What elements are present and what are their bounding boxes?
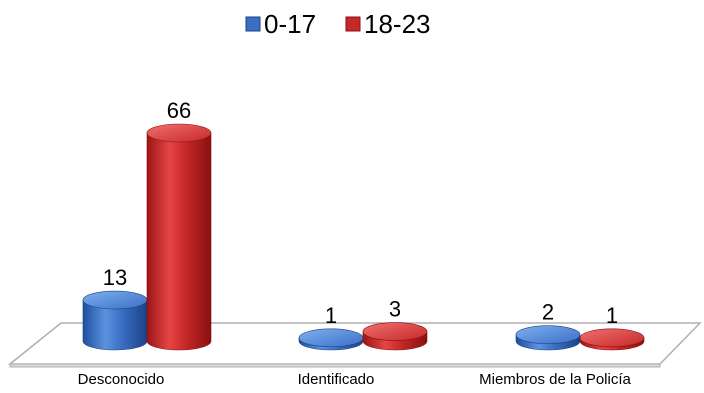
data-label-1-1: 13 [103, 265, 127, 290]
bar-2-2 [362, 322, 428, 351]
legend-swatch-1 [245, 16, 261, 32]
legend-swatch-2 [345, 16, 361, 32]
bar-1-3 [515, 325, 581, 351]
category-label-3: Miembros de la Policía [479, 371, 631, 388]
data-label-1-2: 1 [325, 303, 337, 328]
data-label-2-3: 1 [606, 303, 618, 328]
bar-1-1 [82, 290, 148, 351]
data-label-2-1: 66 [167, 98, 191, 123]
chart-floor-edge [9, 363, 661, 368]
bars [82, 123, 645, 351]
legend-label-1: 0-17 [264, 9, 316, 39]
bar-1-2 [298, 328, 364, 351]
bar-2-3 [579, 328, 645, 351]
bar-2-1 [146, 123, 212, 351]
data-label-1-3: 2 [542, 300, 554, 325]
category-label-2: Identificado [298, 371, 375, 388]
legend-label-2: 18-23 [364, 9, 431, 39]
legend: 0-17 18-23 [245, 9, 431, 39]
data-label-2-2: 3 [389, 297, 401, 322]
category-label-1: Desconocido [78, 371, 165, 388]
category-labels: Desconocido Identificado Miembros de la Po… [78, 371, 632, 388]
